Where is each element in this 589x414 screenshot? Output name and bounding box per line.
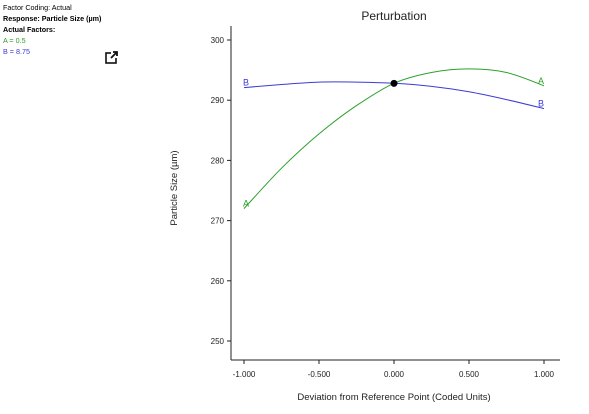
series-label-a-end: A [538,76,544,86]
x-tick-label: -1.000 [233,370,256,379]
series-group: A A B B [243,68,545,209]
y-tick-label: 250 [211,337,225,346]
factor-a-value: A = 0.5 [3,36,26,45]
y-tick-label: 290 [211,96,225,105]
x-tick-label: -0.500 [308,370,331,379]
chart-title: Perturbation [361,9,426,23]
series-label-b-end: B [538,99,544,109]
series-label-b-start: B [243,78,249,88]
x-tick-label: 1.000 [534,370,555,379]
factor-coding-label: Factor Coding: Actual [3,3,72,12]
response-label: Response: Particle Size (µm) [3,14,102,23]
external-link-icon[interactable] [105,51,118,64]
actual-factors-heading: Actual Factors: [3,25,56,34]
x-axis-title: Deviation from Reference Point (Coded Un… [297,392,490,403]
x-axis-ticks: -1.000 -0.500 0.000 0.500 1.000 [233,360,555,379]
factor-b-value: B = 8.75 [3,47,30,56]
y-tick-label: 300 [211,36,225,45]
reference-point-marker [390,79,398,87]
y-axis-title: Particle Size (µm) [169,150,180,225]
series-line-a [243,68,545,209]
y-tick-label: 280 [211,156,225,165]
y-tick-label: 260 [211,277,225,286]
y-axis-ticks: 250 260 270 280 290 300 [211,36,231,346]
x-tick-label: 0.000 [384,370,405,379]
y-tick-label: 270 [211,217,225,226]
series-label-a-start: A [243,199,249,209]
factor-info-panel: Factor Coding: Actual Response: Particle… [3,2,101,57]
reference-point-group [390,79,398,87]
x-tick-label: 0.500 [459,370,480,379]
